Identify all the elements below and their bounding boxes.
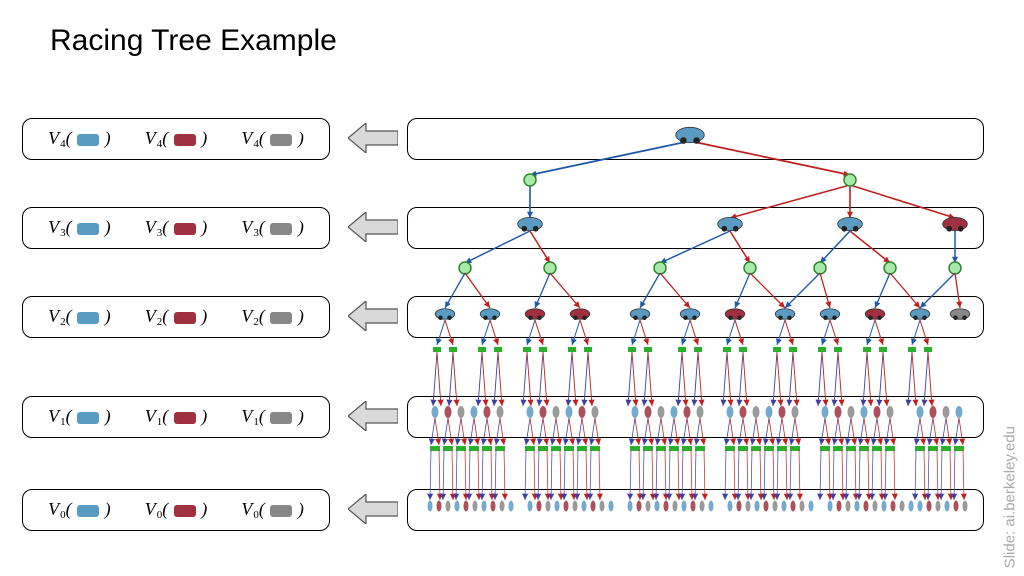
value-box: V1( ) V1( ) V1( ) xyxy=(22,396,330,438)
tree-layer xyxy=(407,118,984,160)
page-title: Racing Tree Example xyxy=(50,24,337,58)
tree-layer xyxy=(407,396,984,438)
left-arrow-icon xyxy=(348,401,398,431)
value-expr: V2( ) xyxy=(145,306,208,328)
left-arrow-icon xyxy=(348,212,398,242)
value-expr: V4( ) xyxy=(241,128,304,150)
tree-layer xyxy=(407,296,984,338)
value-expr: V4( ) xyxy=(48,128,111,150)
value-expr: V3( ) xyxy=(241,217,304,239)
value-expr: V2( ) xyxy=(241,306,304,328)
left-arrow-icon xyxy=(348,301,398,331)
value-expr: V1( ) xyxy=(241,406,304,428)
value-expr: V2( ) xyxy=(48,306,111,328)
value-expr: V4( ) xyxy=(145,128,208,150)
left-arrow-icon xyxy=(348,494,398,524)
left-arrow-icon xyxy=(348,123,398,153)
tree-layer xyxy=(407,489,984,531)
value-expr: V3( ) xyxy=(145,217,208,239)
value-expr: V0( ) xyxy=(145,499,208,521)
value-box: V3( ) V3( ) V3( ) xyxy=(22,207,330,249)
value-expr: V1( ) xyxy=(48,406,111,428)
tree-layer xyxy=(407,207,984,249)
value-box: V4( ) V4( ) V4( ) xyxy=(22,118,330,160)
value-box: V0( ) V0( ) V0( ) xyxy=(22,489,330,531)
value-expr: V0( ) xyxy=(241,499,304,521)
value-expr: V0( ) xyxy=(48,499,111,521)
value-box: V2( ) V2( ) V2( ) xyxy=(22,296,330,338)
value-expr: V3( ) xyxy=(48,217,111,239)
value-expr: V1( ) xyxy=(145,406,208,428)
credit-text: Slide: ai.berkeley.edu xyxy=(1001,426,1018,568)
